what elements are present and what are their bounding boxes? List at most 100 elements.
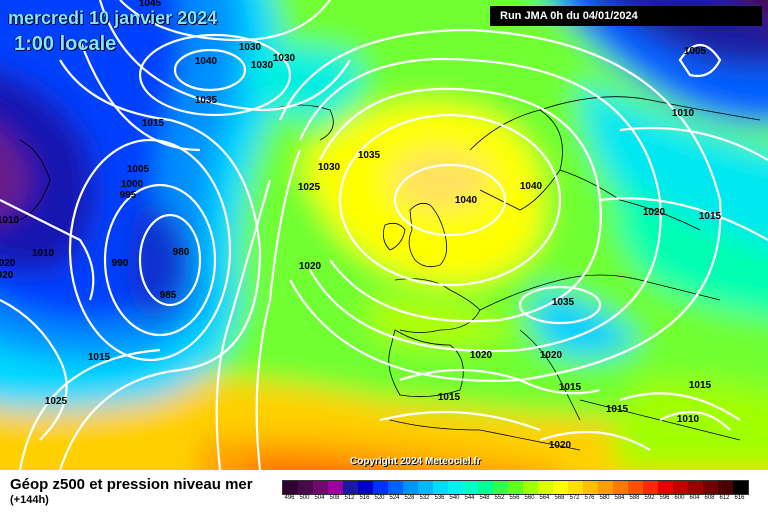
legend-swatch xyxy=(703,481,718,494)
legend-tick: 588 xyxy=(629,495,640,501)
legend-swatch xyxy=(448,481,463,494)
legend-tick: 592 xyxy=(644,495,655,501)
legend-tick: 596 xyxy=(659,495,670,501)
legend-swatch xyxy=(673,481,688,494)
legend-swatch xyxy=(628,481,643,494)
legend-tick: 584 xyxy=(614,495,625,501)
isobar-label: 1040 xyxy=(520,181,543,192)
legend-swatch xyxy=(478,481,493,494)
isobar-label: 1025 xyxy=(298,182,321,193)
isobar-label: 1020 xyxy=(549,440,572,451)
legend-swatch xyxy=(403,481,418,494)
legend-tick: 496 xyxy=(284,495,295,501)
legend-tick: 608 xyxy=(704,495,715,501)
legend-bar xyxy=(282,480,749,495)
isobar-label: 1015 xyxy=(606,404,629,415)
isobar-label: 1000 xyxy=(121,179,144,190)
map-canvas: 1045104010301030103010351015100510009951… xyxy=(0,0,768,470)
isobar-label: 990 xyxy=(112,258,129,269)
legend-swatch xyxy=(508,481,523,494)
legend-swatch xyxy=(568,481,583,494)
isobar-label: 1020 xyxy=(470,350,493,361)
coastlines xyxy=(19,96,761,451)
isobar-label: 1020 xyxy=(540,350,563,361)
legend-tick: 576 xyxy=(584,495,595,501)
run-info: Run JMA 0h du 04/01/2024 xyxy=(490,6,762,26)
geopotential-field xyxy=(0,0,768,470)
legend-tick: 516 xyxy=(359,495,370,501)
legend-tick: 532 xyxy=(419,495,430,501)
legend-tick: 524 xyxy=(389,495,400,501)
legend-tick: 616 xyxy=(734,495,745,501)
legend-swatch xyxy=(733,481,748,494)
isobar-label: 1020 xyxy=(643,207,666,218)
isobar-label: 020 xyxy=(0,258,16,269)
legend-swatch xyxy=(688,481,703,494)
isobar-label: 995 xyxy=(120,190,137,201)
isobar-label: 1010 xyxy=(0,215,20,226)
legend-tick: 508 xyxy=(329,495,340,501)
legend-swatch xyxy=(313,481,328,494)
legend-tick: 512 xyxy=(344,495,355,501)
isobar-label: 1005 xyxy=(127,164,150,175)
isobar-label: 1030 xyxy=(273,53,296,64)
footer-subtitle: (+144h) xyxy=(10,494,49,506)
legend-swatch xyxy=(553,481,568,494)
legend-swatch xyxy=(718,481,733,494)
legend-swatch xyxy=(328,481,343,494)
footer-title: Géop z500 et pression niveau mer xyxy=(10,476,253,493)
forecast-time: 1:00 locale xyxy=(14,33,117,55)
legend-tick: 500 xyxy=(299,495,310,501)
legend-tick: 572 xyxy=(569,495,580,501)
legend-tick: 604 xyxy=(689,495,700,501)
legend-swatch xyxy=(283,481,298,494)
legend-tick: 504 xyxy=(314,495,325,501)
forecast-date: mercredi 10 janvier 2024 xyxy=(8,8,218,28)
isobar-label: 1015 xyxy=(88,352,111,363)
isobar-label: 1015 xyxy=(438,392,461,403)
isobar-label: 1035 xyxy=(195,95,218,106)
legend-tick: 528 xyxy=(404,495,415,501)
isobar-label: 1025 xyxy=(45,396,68,407)
isobar-label: 1035 xyxy=(358,150,381,161)
legend-swatch xyxy=(358,481,373,494)
isobar-lines xyxy=(0,0,768,470)
isobar-label: 1005 xyxy=(684,46,707,57)
isobar-label: 1020 xyxy=(299,261,322,272)
legend-swatch xyxy=(538,481,553,494)
legend-swatch xyxy=(343,481,358,494)
legend-tick: 568 xyxy=(554,495,565,501)
legend-swatch xyxy=(583,481,598,494)
isobar-label: 1015 xyxy=(699,211,722,222)
legend-ticks: 496 500 504 508 512 516 520 524 528 532 536 540 544 5… xyxy=(282,495,749,501)
legend-swatch xyxy=(388,481,403,494)
legend-swatch xyxy=(463,481,478,494)
isobar-label: 985 xyxy=(160,290,177,301)
legend-swatch xyxy=(523,481,538,494)
weather-map: 1045104010301030103010351015100510009951… xyxy=(0,0,768,470)
isobar-label: 1010 xyxy=(672,108,695,119)
isobar-labels: 1045104010301030103010351015100510009951… xyxy=(0,0,722,451)
isobar-label: 1030 xyxy=(239,42,262,53)
legend-tick: 612 xyxy=(719,495,730,501)
isobar-label: 1045 xyxy=(139,0,162,9)
isobar-label: 1035 xyxy=(552,297,575,308)
isobar-label: 1010 xyxy=(677,414,700,425)
legend-swatch xyxy=(418,481,433,494)
legend-tick: 520 xyxy=(374,495,385,501)
isobar-label: 1015 xyxy=(142,118,165,129)
legend-tick: 564 xyxy=(539,495,550,501)
legend-tick: 580 xyxy=(599,495,610,501)
legend-tick: 560 xyxy=(524,495,535,501)
legend-swatch xyxy=(433,481,448,494)
isobar-label: 1040 xyxy=(455,195,478,206)
footer: Géop z500 et pression niveau mer (+144h)… xyxy=(0,470,768,512)
isobar-label: 020 xyxy=(0,270,14,281)
legend-swatch xyxy=(598,481,613,494)
isobar-label: 1040 xyxy=(195,56,218,67)
isobar-label: 1015 xyxy=(559,382,582,393)
legend-swatch xyxy=(493,481,508,494)
legend-tick: 540 xyxy=(449,495,460,501)
legend-swatch xyxy=(373,481,388,494)
legend-swatch xyxy=(643,481,658,494)
